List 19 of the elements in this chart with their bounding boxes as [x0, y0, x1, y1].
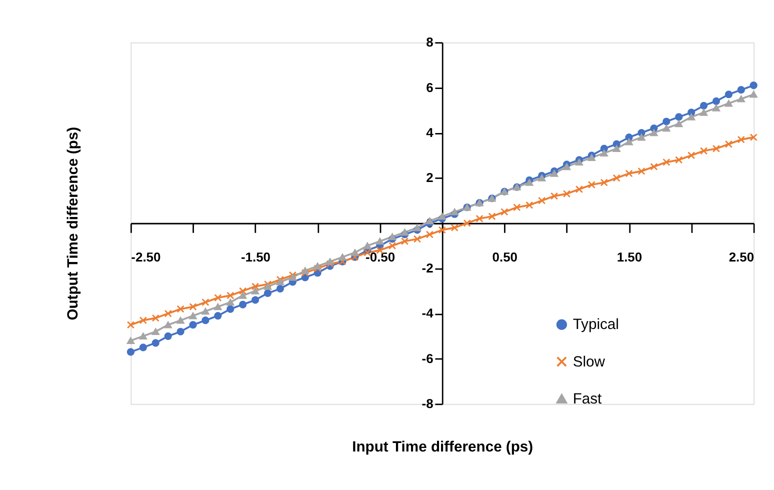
y-tick-label: -2 — [422, 260, 434, 276]
x-tick-label: -0.50 — [366, 250, 396, 265]
y-tick-label: -8 — [422, 396, 434, 412]
x-axis-title: Input Time difference (ps) — [352, 440, 534, 456]
legend-label: Typical — [572, 317, 619, 334]
y-tick-label: -6 — [422, 350, 434, 366]
y-tick-label: -4 — [422, 306, 434, 321]
y-tick-label: 2 — [426, 170, 434, 186]
x-tick-label: 2.50 — [728, 250, 754, 265]
y-tick-label: 6 — [426, 80, 434, 95]
legend-label: Slow — [572, 354, 606, 370]
x-tick-label: -2.50 — [131, 250, 161, 265]
x-tick-label: 1.50 — [616, 250, 642, 265]
y-tick-label: 4 — [426, 124, 434, 140]
y-axis-title: Output Time difference (ps) — [65, 126, 82, 320]
y-tick-label: 8 — [426, 34, 434, 50]
legend-label: Fast — [572, 391, 603, 408]
x-tick-label: -1.50 — [240, 250, 271, 265]
x-tick-label: 0.50 — [492, 250, 518, 265]
